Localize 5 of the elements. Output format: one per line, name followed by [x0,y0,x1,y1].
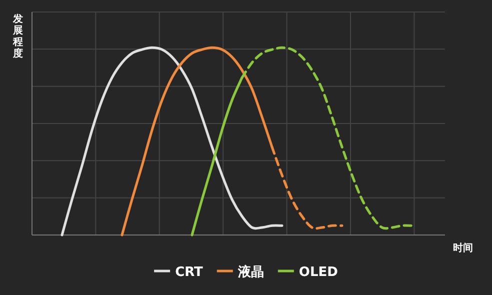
legend-label: 液晶 [236,264,264,280]
x-axis-title: 时间 [453,242,473,254]
legend-label: OLED [298,265,338,280]
legend-label: CRT [175,265,204,280]
y-axis-title: 发展程度 [12,13,23,60]
